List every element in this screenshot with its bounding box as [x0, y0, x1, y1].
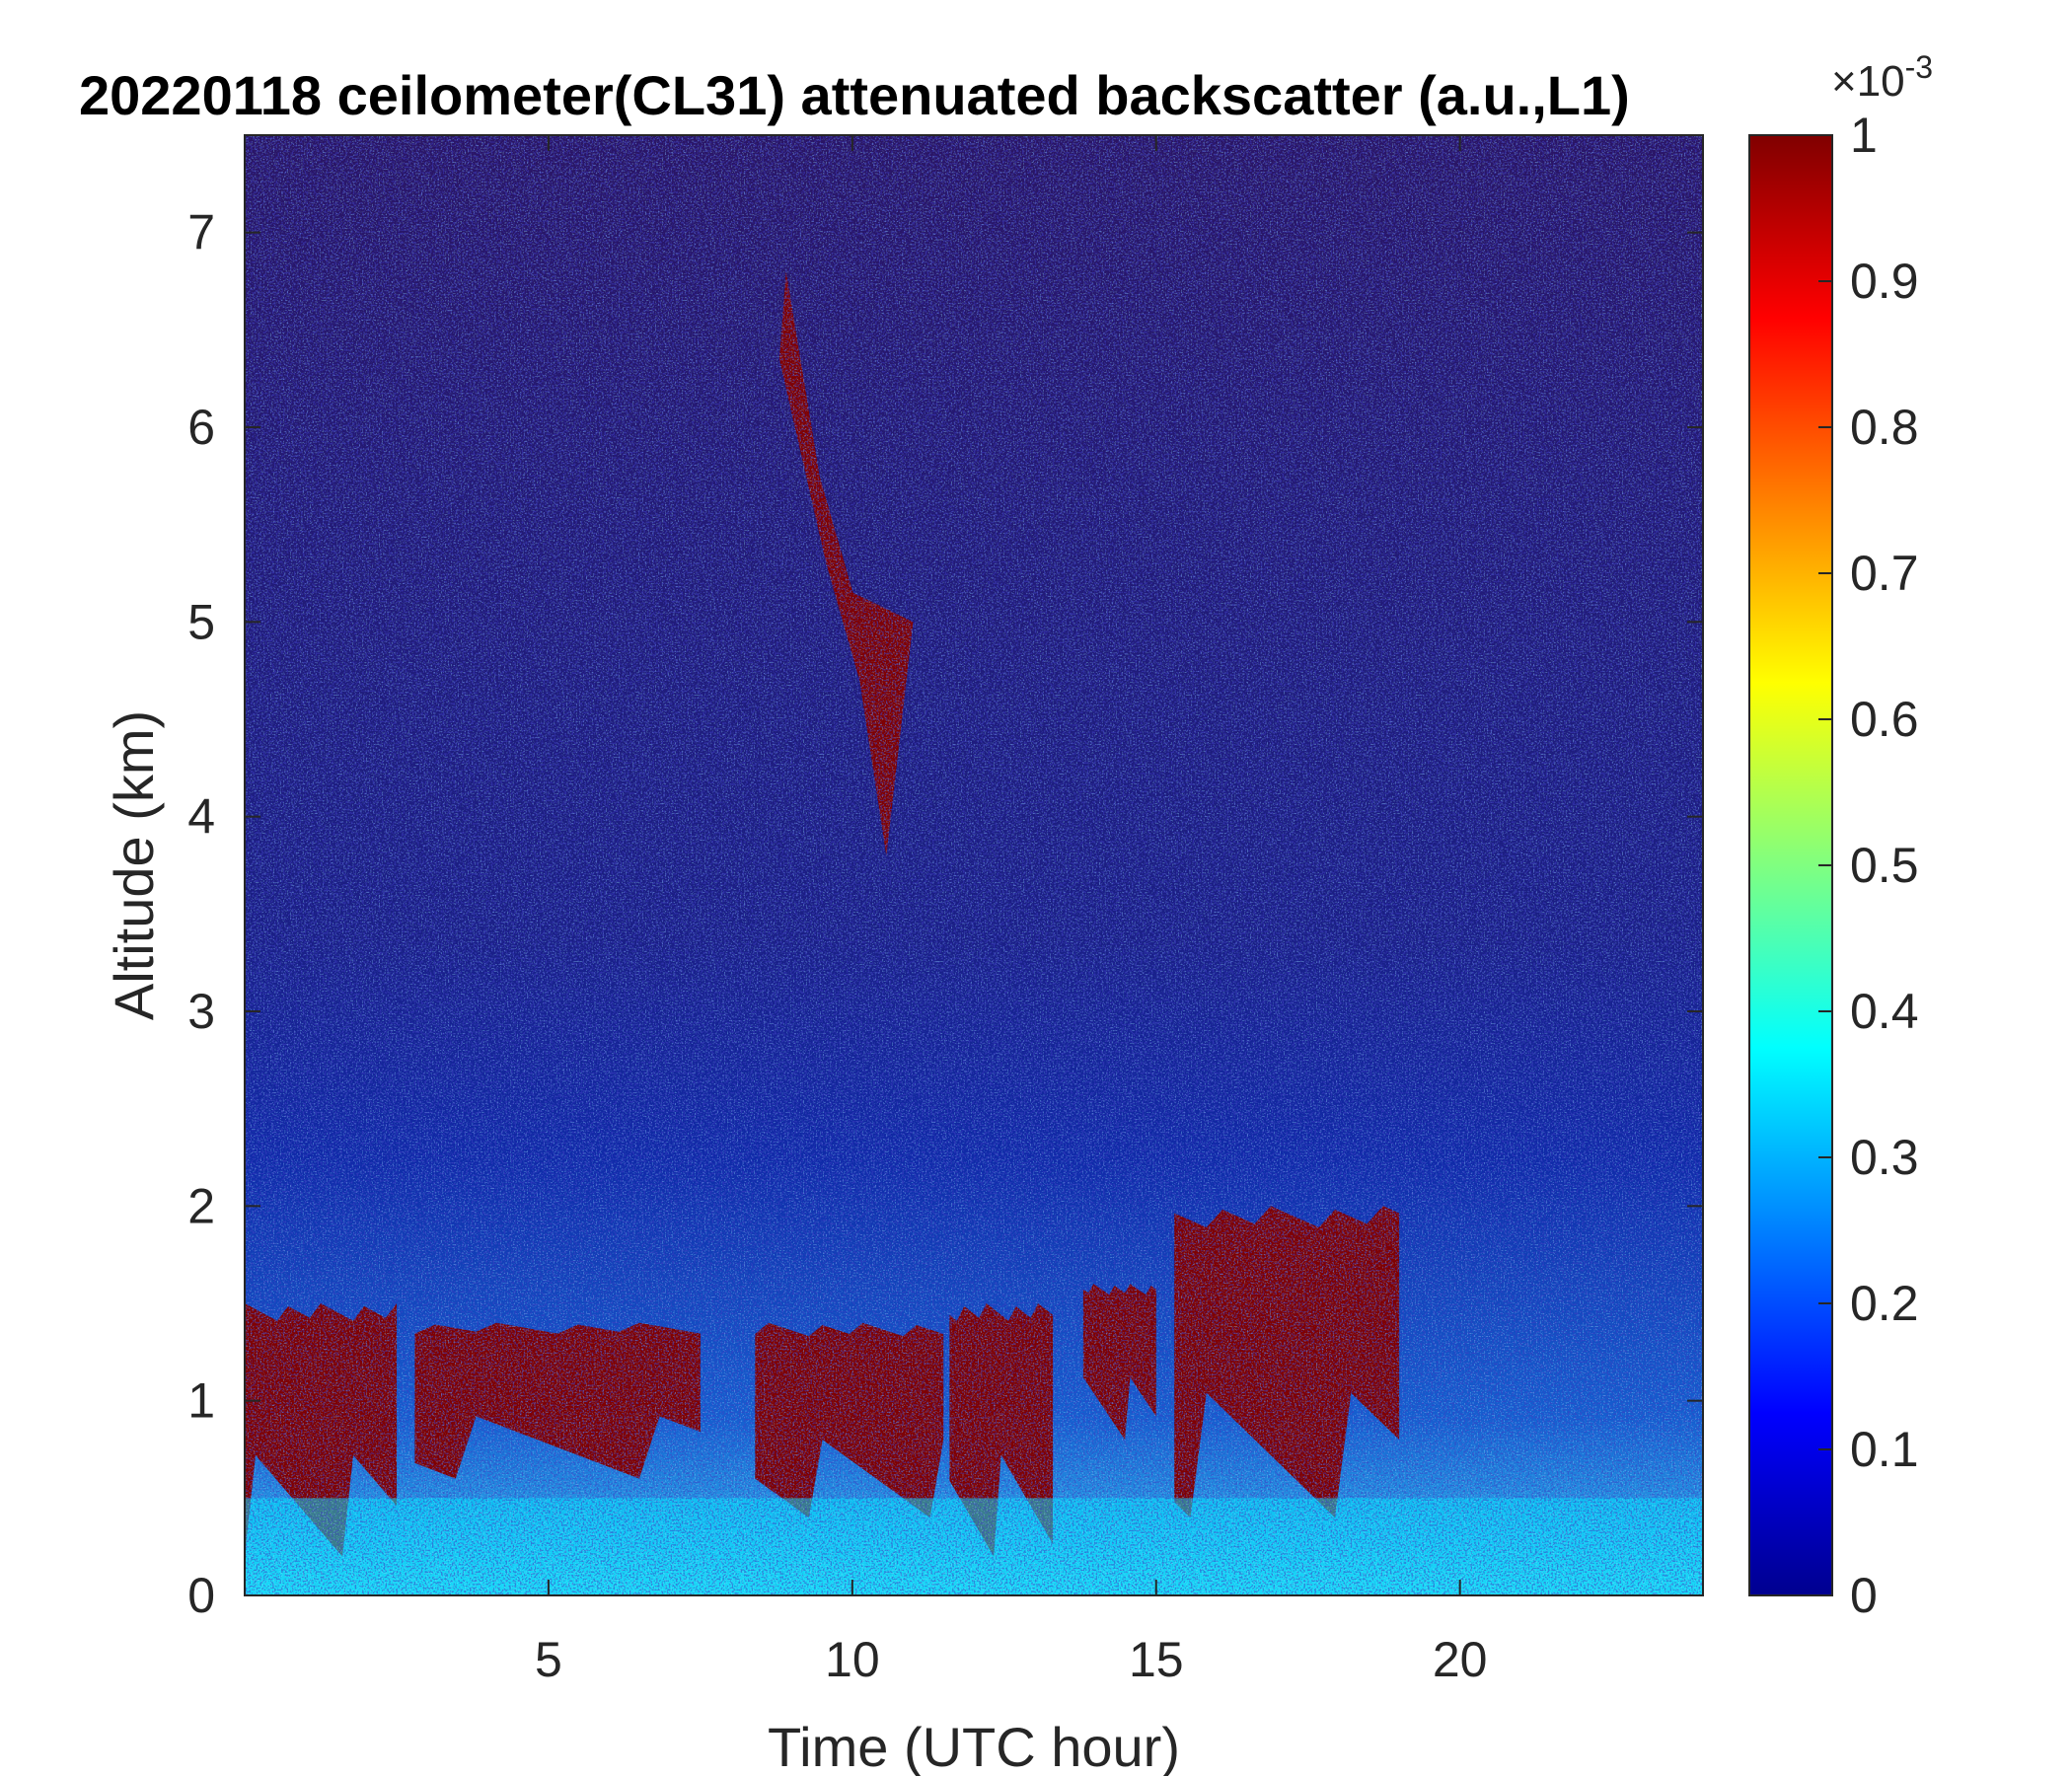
- y-tick-label: 7: [187, 205, 215, 260]
- y-tick-label: 0: [187, 1568, 215, 1623]
- heatmap-noise-cyan: [245, 135, 1703, 1595]
- y-tick-label: 4: [187, 789, 215, 845]
- y-tick-label: 3: [187, 984, 215, 1039]
- colorbar-tick-label: 0.4: [1850, 984, 1919, 1039]
- colorbar-tick-label: 0.6: [1850, 692, 1919, 747]
- plot-area: [245, 135, 1703, 1595]
- colorbar-tick-label: 1: [1850, 108, 1878, 163]
- colorbar-tick-label: 0.8: [1850, 400, 1919, 455]
- x-tick-label: 15: [1129, 1632, 1184, 1687]
- y-tick-label: 1: [187, 1373, 215, 1429]
- x-tick-label: 5: [535, 1632, 562, 1687]
- chart-title: 20220118 ceilometer(CL31) attenuated bac…: [79, 64, 1630, 126]
- colorbar-exponent-power: -3: [1905, 49, 1933, 85]
- colorbar-exponent: ×10-3: [1831, 49, 1933, 106]
- y-axis: 0 1 2 3 4 5 6 7: [187, 205, 1703, 1623]
- y-tick-label: 2: [187, 1178, 215, 1233]
- colorbar-tick-label: 0.7: [1850, 546, 1919, 601]
- plot-frame: [244, 134, 1704, 1596]
- colorbar-tick-label: 0.5: [1850, 838, 1919, 893]
- colorbar-tick-label: 0.2: [1850, 1276, 1919, 1331]
- colorbar-tick-label: 0.3: [1850, 1130, 1919, 1185]
- y-axis-label: Altitude (km): [103, 710, 165, 1020]
- y-tick-label: 6: [187, 400, 215, 455]
- x-tick-label: 10: [825, 1632, 880, 1687]
- colorbar-tick-label: 0.1: [1850, 1422, 1919, 1477]
- y-tick-label: 5: [187, 594, 215, 649]
- colorbar-tick-label: 0.9: [1850, 254, 1919, 309]
- x-tick-label: 20: [1433, 1632, 1488, 1687]
- colorbar-exponent-base: ×10: [1831, 57, 1905, 106]
- colorbar-tick-label: 0: [1850, 1568, 1878, 1623]
- x-axis: 5 10 15 20: [535, 135, 1487, 1687]
- colorbar-ticks: 0 0.1 0.2 0.3 0.4 0.5 0.6 0.7 0.8 0.9 1: [1818, 108, 1919, 1623]
- x-axis-label: Time (UTC hour): [768, 1716, 1180, 1776]
